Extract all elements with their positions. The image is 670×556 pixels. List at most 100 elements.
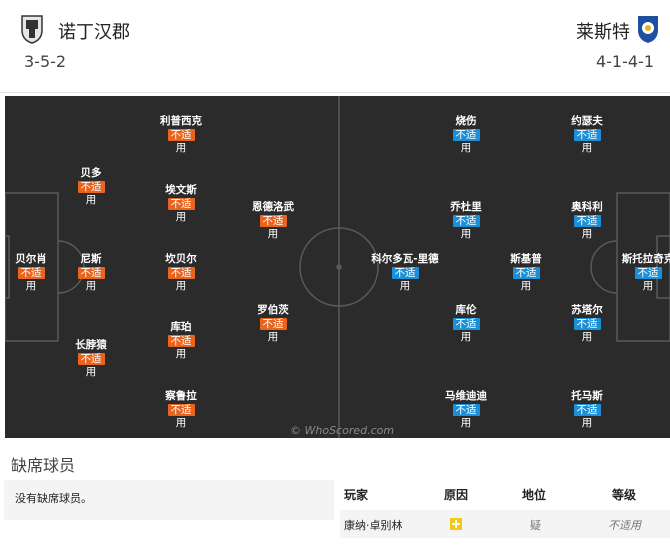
missing-player-name[interactable]: 康纳·卓别林 xyxy=(344,519,403,532)
player-name: 托马斯 xyxy=(571,390,603,402)
player-card[interactable]: 斯基普 不适 用 xyxy=(481,252,571,293)
status-text: 用 xyxy=(460,417,472,429)
away-team-name[interactable]: 莱斯特 xyxy=(576,22,630,43)
status-text: 用 xyxy=(460,228,472,240)
player-name: 马维迪迪 xyxy=(445,390,487,402)
status-badge: 不适 xyxy=(634,267,662,279)
status-badge: 不适 xyxy=(452,404,480,416)
player-name: 贝多 xyxy=(80,167,102,179)
player-name: 科尔多瓦-里德 xyxy=(371,253,439,265)
player-name: 恩德洛武 xyxy=(252,201,294,213)
player-card[interactable]: 罗伯茨 不适 用 xyxy=(228,303,318,344)
status-text: 用 xyxy=(175,417,187,429)
status-badge: 不适 xyxy=(167,404,195,416)
status-text: 用 xyxy=(460,142,472,154)
player-name: 约瑟夫 xyxy=(571,115,603,127)
player-card[interactable]: 奥科利 不适 用 xyxy=(542,200,632,241)
player-card[interactable]: 察鲁拉 不适 用 xyxy=(136,389,226,430)
player-card[interactable]: 烧伤 不适 用 xyxy=(421,114,511,155)
player-card[interactable]: 长脖猿 不适 用 xyxy=(46,338,136,379)
status-badge: 不适 xyxy=(167,335,195,347)
player-name: 埃文斯 xyxy=(165,184,197,196)
player-card[interactable]: 乔杜里 不适 用 xyxy=(421,200,511,241)
watermark: © WhoScored.com xyxy=(290,424,395,437)
status-text: 用 xyxy=(399,280,411,292)
status-text: 用 xyxy=(581,417,593,429)
player-card[interactable]: 库伦 不适 用 xyxy=(421,303,511,344)
player-card[interactable]: 约瑟夫 不适 用 xyxy=(542,114,632,155)
home-formation: 3-5-2 xyxy=(24,52,67,71)
match-header: 诺丁汉郡 3-5-2 莱斯特 4-1-4-1 xyxy=(0,0,670,93)
player-card[interactable]: 坎贝尔 不适 用 xyxy=(136,252,226,293)
player-card[interactable]: 斯托拉奇克 不适 用 xyxy=(603,252,670,293)
status-badge: 不适 xyxy=(259,318,287,330)
leicester-crest-icon xyxy=(638,16,658,43)
status-text: 用 xyxy=(581,142,593,154)
player-card[interactable]: 贝尔肖 不适 用 xyxy=(5,252,76,293)
player-card[interactable]: 苏塔尔 不适 用 xyxy=(542,303,632,344)
player-name: 苏塔尔 xyxy=(571,304,603,316)
status-text: 用 xyxy=(267,228,279,240)
player-name: 奥科利 xyxy=(571,201,603,213)
status-badge: 不适 xyxy=(17,267,45,279)
player-card[interactable]: 库珀 不适 用 xyxy=(136,320,226,361)
player-name: 尼斯 xyxy=(80,253,102,265)
home-team-name[interactable]: 诺丁汉郡 xyxy=(58,22,130,43)
header-player: 玩家 xyxy=(344,488,369,502)
player-card[interactable]: 埃文斯 不适 用 xyxy=(136,183,226,224)
status-badge: 不适 xyxy=(167,198,195,210)
player-name: 库伦 xyxy=(455,304,477,316)
player-name: 斯基普 xyxy=(510,253,542,265)
status-text: 用 xyxy=(267,331,279,343)
status-badge: 不适 xyxy=(167,267,195,279)
player-name: 长脖猿 xyxy=(75,339,107,351)
status-badge: 不适 xyxy=(77,181,105,193)
status-text: 用 xyxy=(85,366,97,378)
status-text: 用 xyxy=(581,228,593,240)
status-badge: 不适 xyxy=(573,129,601,141)
status-text: 用 xyxy=(581,331,593,343)
player-card[interactable]: 利普西克 不适 用 xyxy=(136,114,226,155)
player-card[interactable]: 恩德洛武 不适 用 xyxy=(228,200,318,241)
missing-level: 不适用 xyxy=(608,519,641,532)
player-name: 斯托拉奇克 xyxy=(621,253,670,265)
notts-county-crest-icon xyxy=(21,15,43,44)
status-text: 用 xyxy=(175,142,187,154)
status-badge: 不适 xyxy=(452,215,480,227)
status-text: 用 xyxy=(85,194,97,206)
player-name: 察鲁拉 xyxy=(165,390,197,402)
player-name: 罗伯茨 xyxy=(257,304,289,316)
pitch: 贝尔肖 不适 用 贝多 不适 用 尼斯 不适 用 长脖猿 不适 用 利普西克 不… xyxy=(5,96,670,438)
player-name: 坎贝尔 xyxy=(165,253,197,265)
status-text: 用 xyxy=(642,280,654,292)
player-name: 乔杜里 xyxy=(450,201,482,213)
status-text: 用 xyxy=(25,280,37,292)
status-badge: 不适 xyxy=(259,215,287,227)
player-card[interactable]: 科尔多瓦-里德 不适 用 xyxy=(360,252,450,293)
player-name: 烧伤 xyxy=(455,115,477,127)
status-badge: 不适 xyxy=(573,215,601,227)
missing-position: 疑 xyxy=(530,519,541,532)
player-card[interactable]: 尼斯 不适 用 xyxy=(46,252,136,293)
status-badge: 不适 xyxy=(452,129,480,141)
header-reason: 原因 xyxy=(444,488,469,502)
status-badge: 不适 xyxy=(452,318,480,330)
no-missing-notice: 没有缺席球员。 xyxy=(4,480,334,520)
player-card[interactable]: 马维迪迪 不适 用 xyxy=(421,389,511,430)
player-card[interactable]: 托马斯 不适 用 xyxy=(542,389,632,430)
player-name: 库珀 xyxy=(170,321,192,333)
status-badge: 不适 xyxy=(77,353,105,365)
status-badge: 不适 xyxy=(77,267,105,279)
status-badge: 不适 xyxy=(573,404,601,416)
status-badge: 不适 xyxy=(167,129,195,141)
status-text: 用 xyxy=(460,331,472,343)
no-missing-text: 没有缺席球员。 xyxy=(15,492,92,505)
status-badge: 不适 xyxy=(512,267,540,279)
status-text: 用 xyxy=(175,211,187,223)
table-row[interactable]: 康纳·卓别林 疑 不适用 xyxy=(340,510,670,538)
medical-cross-icon xyxy=(450,518,462,530)
status-text: 用 xyxy=(175,348,187,360)
header-level: 等级 xyxy=(612,488,637,502)
status-text: 用 xyxy=(175,280,187,292)
player-card[interactable]: 贝多 不适 用 xyxy=(46,166,136,207)
